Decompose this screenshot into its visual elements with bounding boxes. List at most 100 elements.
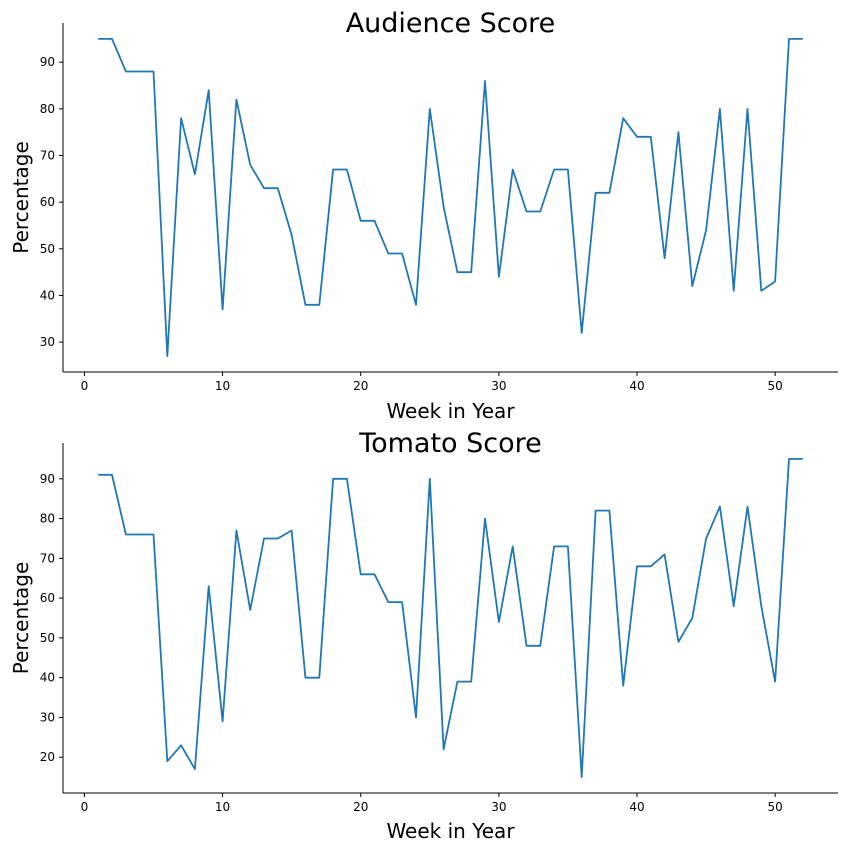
data-point [746, 505, 750, 509]
data-point [801, 457, 805, 461]
data-point [442, 205, 446, 209]
y-tick-label: 80 [40, 512, 55, 526]
data-point [124, 532, 128, 536]
x-tick-label: 20 [353, 800, 368, 814]
data-point [524, 644, 528, 648]
x-tick-label: 40 [629, 379, 644, 393]
data-point [276, 536, 280, 540]
data-point [621, 684, 625, 688]
data-point [428, 477, 432, 481]
data-point [787, 457, 791, 461]
data-point [649, 564, 653, 568]
y-tick-label: 40 [40, 671, 55, 685]
data-point [580, 775, 584, 779]
data-point [787, 37, 791, 41]
data-point [221, 719, 225, 723]
x-axis-label: Week in Year [386, 819, 515, 843]
chart-title: Tomato Score [358, 428, 542, 459]
data-point [179, 743, 183, 747]
data-point [110, 37, 114, 41]
x-tick-label: 40 [629, 800, 644, 814]
data-point [690, 284, 694, 288]
data-point [759, 289, 763, 293]
y-tick-label: 50 [40, 631, 55, 645]
data-point [773, 680, 777, 684]
data-point [262, 186, 266, 190]
data-point [248, 163, 252, 167]
data-point [704, 536, 708, 540]
data-point [303, 676, 307, 680]
data-point [497, 275, 501, 279]
data-point [690, 616, 694, 620]
data-point [234, 529, 238, 533]
data-point [359, 572, 363, 576]
data-point [759, 604, 763, 608]
data-point [400, 600, 404, 604]
data-point [455, 270, 459, 274]
data-point [483, 79, 487, 83]
data-point [732, 604, 736, 608]
data-point [538, 209, 542, 213]
data-point [151, 532, 155, 536]
x-tick-label: 30 [491, 800, 506, 814]
data-point [552, 544, 556, 548]
y-tick-label: 80 [40, 102, 55, 116]
x-tick-label: 0 [81, 379, 89, 393]
x-tick-label: 20 [353, 379, 368, 393]
data-point [373, 219, 377, 223]
data-point [262, 536, 266, 540]
y-tick-label: 40 [40, 288, 55, 302]
data-point [663, 552, 667, 556]
data-point [221, 307, 225, 311]
series-line [98, 457, 803, 778]
data-point [524, 209, 528, 213]
data-point [635, 135, 639, 139]
x-tick-label: 50 [768, 379, 783, 393]
data-point [317, 676, 321, 680]
data-point [234, 98, 238, 102]
data-point [663, 256, 667, 260]
y-tick-label: 90 [40, 472, 55, 486]
data-point [193, 767, 197, 771]
data-point [732, 289, 736, 293]
series-line [98, 38, 803, 358]
x-tick-label: 10 [215, 379, 230, 393]
chart-panel: 0 10 20 30 40 50 20 30 40 50 60 70 80 90 Tomato Score W… [9, 428, 838, 843]
data-point [165, 759, 169, 763]
y-tick-label: 60 [40, 195, 55, 209]
y-tick-label: 30 [40, 335, 55, 349]
data-point [110, 473, 114, 477]
data-point [497, 620, 501, 624]
y-tick-label: 60 [40, 591, 55, 605]
data-point [400, 251, 404, 255]
data-point [276, 186, 280, 190]
x-tick-label: 30 [491, 379, 506, 393]
data-point [331, 168, 335, 172]
data-point [635, 564, 639, 568]
data-point [124, 70, 128, 74]
data-point [607, 509, 611, 513]
data-point [704, 228, 708, 232]
x-axis-label: Week in Year [386, 399, 515, 423]
data-point [96, 473, 100, 477]
data-point [566, 544, 570, 548]
x-tick-label: 50 [768, 800, 783, 814]
data-point [345, 477, 349, 481]
data-point [165, 354, 169, 358]
data-point [511, 544, 515, 548]
data-point [248, 608, 252, 612]
data-point [414, 715, 418, 719]
data-point [649, 135, 653, 139]
y-axis-label: Percentage [9, 562, 33, 675]
data-point [207, 88, 211, 92]
data-point [138, 70, 142, 74]
data-point [386, 600, 390, 604]
data-point [331, 477, 335, 481]
data-point [373, 572, 377, 576]
data-point [428, 107, 432, 111]
data-point [290, 233, 294, 237]
data-point [594, 191, 598, 195]
y-tick-label: 50 [40, 242, 55, 256]
data-point [552, 168, 556, 172]
